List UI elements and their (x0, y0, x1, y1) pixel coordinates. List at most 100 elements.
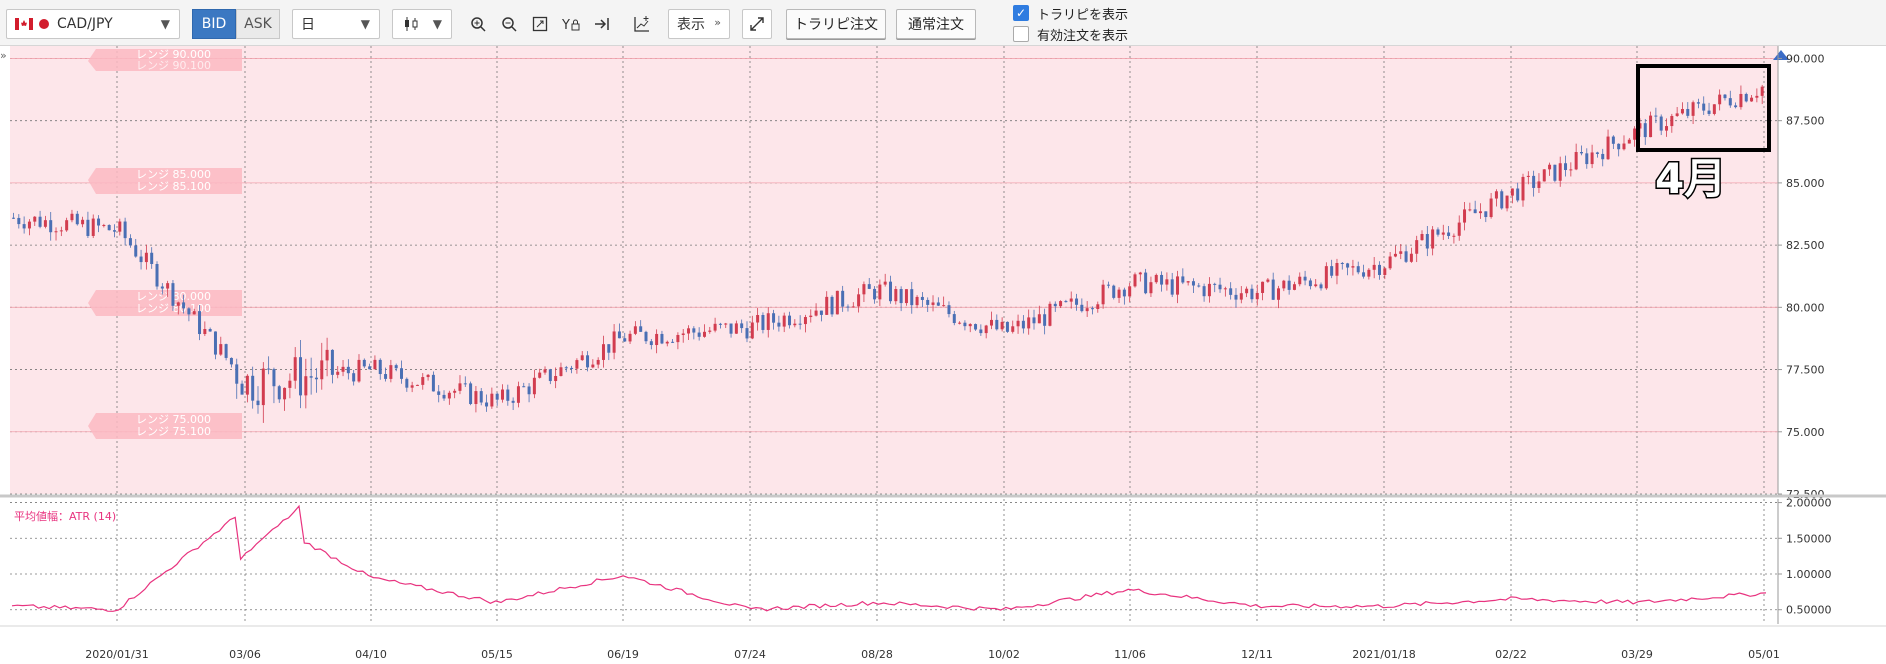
candle-body (1532, 175, 1536, 188)
collapse-icon[interactable]: » (0, 49, 7, 62)
candle-body (617, 331, 621, 339)
y-tick-label: 85.000 (1786, 177, 1825, 190)
candle-body (1404, 251, 1408, 262)
candle-body (979, 329, 983, 334)
candle-body (1330, 266, 1334, 276)
candle-body (373, 359, 377, 370)
candle-body (490, 393, 494, 407)
candle-body (400, 368, 404, 379)
candle-body (421, 377, 425, 385)
show-active-checkbox[interactable] (1013, 26, 1029, 42)
candle-body (123, 221, 127, 239)
candle-body (1176, 276, 1180, 295)
candle-body (623, 338, 627, 342)
candle-body (867, 284, 871, 289)
candle-body (389, 365, 393, 379)
candle-body (251, 375, 255, 401)
candle-body (1287, 280, 1291, 290)
show-active-label: 有効注文を表示 (1037, 29, 1129, 44)
candle-body (734, 323, 738, 334)
candle-body (1080, 304, 1084, 312)
candle-body (485, 402, 489, 407)
zoom-in-icon[interactable] (464, 9, 492, 39)
candle-body (846, 306, 850, 308)
candle-body (144, 252, 148, 263)
candle-body (1096, 304, 1100, 309)
candle-body (596, 359, 600, 365)
normal-order-button[interactable]: 通常注文 (896, 9, 976, 39)
candle-body (304, 376, 308, 396)
ask-button[interactable]: ASK (236, 9, 280, 39)
x-tick-label: 12/11 (1241, 648, 1273, 661)
candle-body (1064, 301, 1068, 303)
candle-body (1319, 284, 1323, 289)
candle-body (33, 216, 37, 222)
candle-body (516, 386, 520, 403)
candle-body (1213, 283, 1217, 285)
candle-body (474, 391, 478, 405)
candle-body (1643, 123, 1647, 138)
candle-body (1468, 209, 1472, 211)
y-tick-label: 80.000 (1786, 301, 1825, 314)
fit-icon[interactable] (526, 9, 554, 39)
chart-type-selector[interactable]: ▼ (392, 9, 452, 39)
candle-body (1075, 298, 1079, 305)
candle-body (1665, 126, 1669, 131)
candle-body (1574, 152, 1578, 170)
candle-body (1463, 209, 1467, 223)
candle-body (277, 386, 281, 400)
candle-body (208, 329, 212, 332)
zoom-out-icon[interactable] (495, 9, 523, 39)
candle-body (150, 252, 154, 265)
range-label-group: レンジ 90.000 レンジ 90.100 (88, 48, 242, 72)
range-label: レンジ 75.100 (136, 425, 211, 438)
candle-body (330, 349, 334, 375)
x-tick-label: 2021/01/18 (1352, 648, 1415, 661)
period-selector[interactable]: 日 ▼ (292, 9, 380, 39)
price-chart[interactable]: » レンジ 90.000 レンジ 90.100 レンジ 85.000 レンジ 8… (0, 46, 1886, 664)
candle-body (1654, 115, 1658, 117)
candle-body (740, 323, 744, 329)
candle-body (713, 323, 717, 331)
scroll-up-icon[interactable] (1773, 50, 1789, 60)
scroll-end-icon[interactable] (588, 9, 616, 39)
candle-body (38, 216, 42, 227)
april-annotation-box (1636, 64, 1771, 152)
candle-body (1170, 279, 1174, 295)
x-tick-label: 02/22 (1495, 648, 1527, 661)
candle-body (1659, 116, 1663, 131)
candle-body (862, 284, 866, 295)
display-menu[interactable]: 表示 » (668, 9, 730, 39)
candle-body (378, 359, 382, 375)
add-indicator-icon[interactable] (628, 9, 656, 39)
candle-body (283, 387, 287, 400)
candle-body (889, 281, 892, 302)
candle-body (309, 376, 313, 378)
candle-body (1101, 284, 1105, 305)
candle-body (1314, 284, 1318, 287)
candle-body (1388, 256, 1392, 269)
candle-body (118, 221, 122, 232)
candle-body (1090, 308, 1094, 310)
candle-body (1346, 263, 1350, 268)
candle-body (410, 385, 414, 388)
fullscreen-button[interactable] (742, 9, 772, 39)
symbol-label: CAD/JPY (57, 16, 113, 32)
candle-body (1601, 153, 1605, 160)
candle-body (1484, 211, 1488, 218)
symbol-selector[interactable]: CAD/JPY ▼ (6, 9, 180, 39)
candle-body (219, 344, 223, 355)
candle-body (235, 364, 239, 384)
candle-body (564, 367, 568, 369)
trailing-order-button[interactable]: トラリピ注文 (786, 9, 886, 39)
candle-body (788, 315, 792, 326)
y-tick-label: 87.500 (1786, 115, 1825, 128)
candle-body (777, 322, 781, 327)
candle-body (1372, 264, 1376, 270)
candle-body (453, 390, 457, 393)
candle-body (261, 368, 265, 406)
bid-button[interactable]: BID (192, 9, 236, 39)
candle-body (591, 364, 595, 368)
y-lock-icon[interactable]: Y (557, 9, 585, 39)
show-trailing-checkbox[interactable]: ✓ (1013, 5, 1029, 21)
